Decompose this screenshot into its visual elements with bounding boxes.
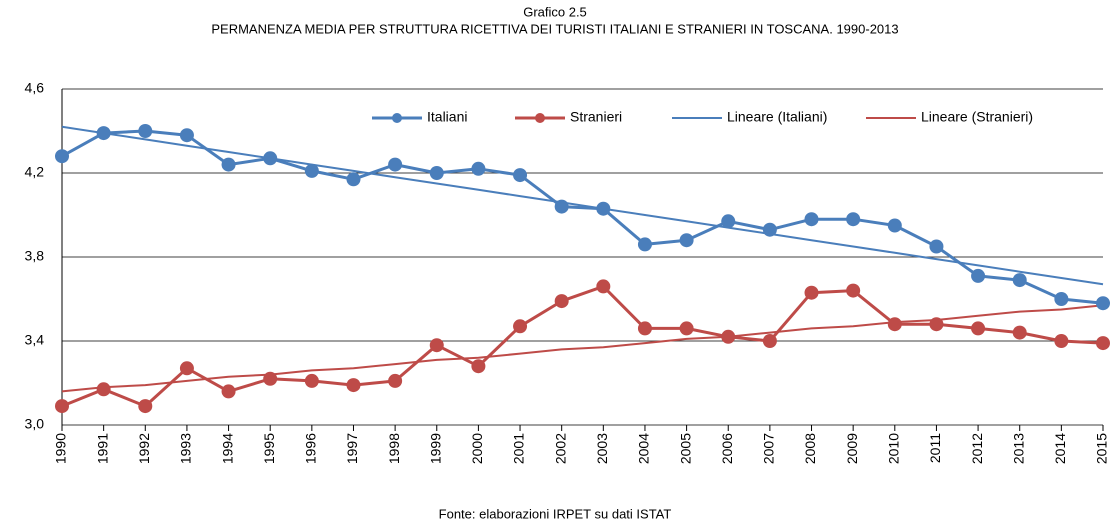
marker <box>971 321 986 336</box>
marker <box>762 222 777 237</box>
marker <box>429 338 444 353</box>
x-tick-label: 1995 <box>261 433 277 464</box>
source-note: Fonte: elaborazioni IRPET su dati ISTAT <box>439 506 672 521</box>
x-tick-label: 2007 <box>761 433 777 464</box>
marker <box>929 317 944 332</box>
marker <box>138 399 153 414</box>
marker <box>637 321 652 336</box>
marker <box>346 378 361 393</box>
series-line <box>61 284 1104 408</box>
marker <box>596 279 611 294</box>
marker <box>1012 325 1027 340</box>
legend-label: Italiani <box>427 109 467 125</box>
x-tick-label: 2014 <box>1052 433 1068 464</box>
marker <box>179 361 194 376</box>
legend-label: Lineare (Stranieri) <box>921 109 1033 125</box>
marker <box>1096 296 1110 311</box>
marker <box>96 126 111 141</box>
x-tick-label: 1996 <box>303 433 319 464</box>
marker <box>596 201 611 216</box>
y-tick-label: 4,2 <box>25 164 45 180</box>
legend-label: Lineare (Italiani) <box>727 109 827 125</box>
x-tick-label: 2001 <box>511 433 527 464</box>
marker <box>471 161 486 176</box>
series-line <box>61 129 1104 305</box>
marker <box>804 212 819 227</box>
x-tick-label: 2009 <box>844 433 860 464</box>
marker <box>1054 292 1069 306</box>
marker <box>513 319 528 334</box>
marker <box>388 373 403 388</box>
marker <box>221 384 236 399</box>
marker <box>721 329 736 344</box>
marker <box>1012 273 1027 288</box>
marker <box>804 285 819 300</box>
marker <box>304 163 319 178</box>
x-tick-label: 1993 <box>178 433 194 464</box>
x-tick-label: 2011 <box>927 433 943 463</box>
x-tick-label: 2006 <box>719 433 735 464</box>
marker <box>346 172 361 187</box>
y-tick-label: 3,8 <box>25 248 45 264</box>
x-tick-label: 2013 <box>1010 433 1026 464</box>
marker <box>179 128 194 143</box>
marker <box>96 382 111 397</box>
marker <box>1096 336 1110 351</box>
marker <box>887 218 902 233</box>
legend-marker <box>535 113 545 123</box>
marker <box>471 359 486 374</box>
x-tick-label: 1998 <box>386 433 402 464</box>
marker <box>55 149 69 164</box>
marker <box>304 373 319 388</box>
marker <box>846 212 861 227</box>
x-tick-label: 1997 <box>344 433 360 464</box>
x-tick-label: 1991 <box>94 433 110 464</box>
marker <box>554 294 569 309</box>
x-tick-label: 2002 <box>552 433 568 464</box>
marker <box>388 157 403 172</box>
y-tick-label: 3,4 <box>25 332 45 348</box>
chart-subtitle: PERMANENZA MEDIA PER STRUTTURA RICETTIVA… <box>211 21 898 36</box>
marker <box>721 214 736 229</box>
trend-line <box>61 304 1104 393</box>
trend-line <box>61 125 1104 286</box>
marker <box>679 321 694 336</box>
marker <box>513 168 528 183</box>
marker <box>263 151 278 166</box>
x-tick-label: 2004 <box>636 433 652 464</box>
marker <box>887 317 902 332</box>
x-tick-label: 2012 <box>969 433 985 464</box>
legend-label: Stranieri <box>570 109 622 125</box>
legend-marker <box>392 113 402 123</box>
y-tick-label: 3,0 <box>25 416 45 432</box>
marker <box>263 371 278 386</box>
x-tick-label: 1994 <box>219 433 235 464</box>
marker <box>554 199 569 214</box>
x-tick-label: 2003 <box>594 433 610 464</box>
marker <box>846 283 861 298</box>
x-tick-label: 2005 <box>677 433 693 464</box>
marker <box>221 157 236 172</box>
marker <box>679 233 694 248</box>
marker <box>138 124 153 138</box>
x-tick-label: 1990 <box>53 433 69 464</box>
x-tick-label: 2008 <box>802 433 818 464</box>
x-tick-label: 2010 <box>886 433 902 464</box>
marker <box>762 334 777 348</box>
marker <box>929 239 944 254</box>
marker <box>971 268 986 283</box>
marker <box>637 237 652 252</box>
x-tick-label: 1992 <box>136 433 152 464</box>
y-tick-label: 4,6 <box>25 80 45 96</box>
x-tick-label: 1999 <box>427 433 443 464</box>
x-tick-label: 2000 <box>469 433 485 464</box>
marker <box>1054 334 1069 348</box>
marker <box>429 166 444 180</box>
marker <box>55 399 69 414</box>
chart-title: Grafico 2.5 <box>523 4 587 19</box>
x-tick-label: 2015 <box>1094 433 1110 464</box>
